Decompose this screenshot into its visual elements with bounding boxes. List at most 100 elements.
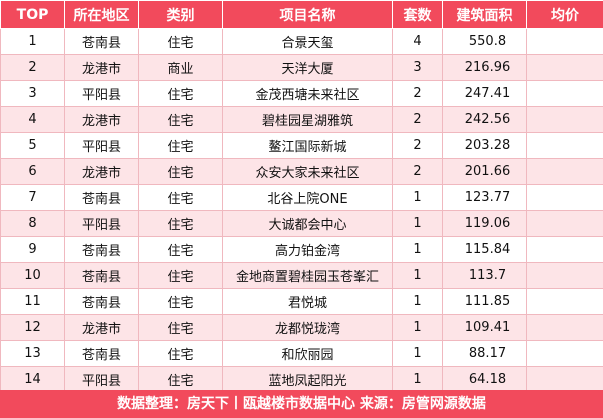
cell-units: 2 (392, 132, 443, 159)
cell-price (526, 288, 603, 315)
cell-price (526, 236, 603, 263)
cell-category: 住宅 (138, 340, 223, 367)
cell-price (526, 366, 603, 393)
cell-region: 苍南县 (64, 288, 139, 315)
cell-project-name: 合景天玺 (222, 28, 393, 55)
cell-rank: 5 (0, 132, 65, 159)
cell-region: 苍南县 (64, 340, 139, 367)
cell-project-name: 北谷上院ONE (222, 184, 393, 211)
cell-rank: 10 (0, 262, 65, 289)
cell-price (526, 184, 603, 211)
cell-area: 242.56 (442, 106, 527, 133)
cell-rank: 8 (0, 210, 65, 237)
cell-units: 1 (392, 314, 443, 341)
cell-rank: 3 (0, 80, 65, 107)
cell-project-name: 君悦城 (222, 288, 393, 315)
cell-project-name: 蓝地凤起阳光 (222, 366, 393, 393)
table-row: 8 平阳县 住宅 大诚都会中心 1 119.06 (0, 210, 603, 237)
cell-rank: 14 (0, 366, 65, 393)
cell-project-name: 和欣丽园 (222, 340, 393, 367)
header-units: 套数 (392, 0, 443, 29)
cell-area: 201.66 (442, 158, 527, 185)
cell-units: 2 (392, 158, 443, 185)
cell-area: 203.28 (442, 132, 527, 159)
cell-category: 商业 (138, 54, 223, 81)
cell-project-name: 鳌江国际新城 (222, 132, 393, 159)
cell-price (526, 106, 603, 133)
table-row: 12 龙港市 住宅 龙都悦珑湾 1 109.41 (0, 314, 603, 341)
cell-category: 住宅 (138, 80, 223, 107)
cell-price (526, 262, 603, 289)
table-row: 11 苍南县 住宅 君悦城 1 111.85 (0, 288, 603, 315)
cell-region: 龙港市 (64, 158, 139, 185)
cell-region: 苍南县 (64, 262, 139, 289)
header-category: 类别 (138, 0, 223, 29)
cell-units: 1 (392, 366, 443, 393)
cell-area: 109.41 (442, 314, 527, 341)
cell-area: 216.96 (442, 54, 527, 81)
cell-units: 3 (392, 54, 443, 81)
table-row: 4 龙港市 住宅 碧桂园星湖雅筑 2 242.56 (0, 106, 603, 133)
cell-project-name: 高力铂金湾 (222, 236, 393, 263)
cell-area: 113.7 (442, 262, 527, 289)
table-row: 1 苍南县 住宅 合景天玺 4 550.8 (0, 28, 603, 55)
cell-price (526, 54, 603, 81)
cell-area: 247.41 (442, 80, 527, 107)
table-row: 13 苍南县 住宅 和欣丽园 1 88.17 (0, 340, 603, 367)
cell-category: 住宅 (138, 366, 223, 393)
table-body: 1 苍南县 住宅 合景天玺 4 550.8 2 龙港市 商业 天洋大厦 3 216.96 3 平阳县 住宅金… (0, 28, 603, 393)
header-region: 所在地区 (64, 0, 139, 29)
cell-rank: 4 (0, 106, 65, 133)
cell-region: 龙港市 (64, 314, 139, 341)
table-row: 2 龙港市 商业 天洋大厦 3 216.96 (0, 54, 603, 81)
cell-area: 88.17 (442, 340, 527, 367)
cell-area: 64.18 (442, 366, 527, 393)
cell-rank: 6 (0, 158, 65, 185)
cell-price (526, 340, 603, 367)
cell-project-name: 众安大家未来社区 (222, 158, 393, 185)
cell-price (526, 132, 603, 159)
header-top: TOP (0, 0, 65, 29)
cell-area: 115.84 (442, 236, 527, 263)
cell-category: 住宅 (138, 288, 223, 315)
cell-category: 住宅 (138, 210, 223, 237)
cell-rank: 7 (0, 184, 65, 211)
cell-category: 住宅 (138, 236, 223, 263)
cell-price (526, 314, 603, 341)
cell-rank: 9 (0, 236, 65, 263)
cell-area: 550.8 (442, 28, 527, 55)
cell-project-name: 大诚都会中心 (222, 210, 393, 237)
table-row: 6 龙港市 住宅 众安大家未来社区 2 201.66 (0, 158, 603, 185)
cell-units: 2 (392, 80, 443, 107)
cell-category: 住宅 (138, 106, 223, 133)
cell-rank: 2 (0, 54, 65, 81)
cell-rank: 1 (0, 28, 65, 55)
table-row: 10 苍南县 住宅 金地商置碧桂园玉苍峯汇 1 113.7 (0, 262, 603, 289)
cell-area: 123.77 (442, 184, 527, 211)
header-price: 均价 (526, 0, 603, 29)
cell-region: 苍南县 (64, 28, 139, 55)
cell-rank: 11 (0, 288, 65, 315)
cell-units: 1 (392, 340, 443, 367)
cell-units: 1 (392, 210, 443, 237)
cell-units: 1 (392, 262, 443, 289)
cell-project-name: 天洋大厦 (222, 54, 393, 81)
cell-price (526, 158, 603, 185)
cell-rank: 13 (0, 340, 65, 367)
cell-price (526, 28, 603, 55)
cell-region: 苍南县 (64, 184, 139, 211)
cell-units: 1 (392, 288, 443, 315)
header-row: TOP 所在地区 类别 项目名称 套数 建筑面积 均价 (0, 0, 603, 29)
cell-area: 111.85 (442, 288, 527, 315)
cell-project-name: 金茂西塘未来社区 (222, 80, 393, 107)
table-row: 7 苍南县 住宅 北谷上院ONE 1 123.77 (0, 184, 603, 211)
cell-project-name: 金地商置碧桂园玉苍峯汇 (222, 262, 393, 289)
cell-region: 苍南县 (64, 236, 139, 263)
ranking-table: TOP 所在地区 类别 项目名称 套数 建筑面积 均价 1 苍南县 住宅 合景天玺 4 5… (0, 0, 603, 393)
cell-category: 住宅 (138, 184, 223, 211)
table-row: 14 平阳县 住宅 蓝地凤起阳光 1 64.18 (0, 366, 603, 393)
cell-region: 平阳县 (64, 132, 139, 159)
table-row: 5 平阳县 住宅 鳌江国际新城 2 203.28 (0, 132, 603, 159)
cell-units: 1 (392, 184, 443, 211)
